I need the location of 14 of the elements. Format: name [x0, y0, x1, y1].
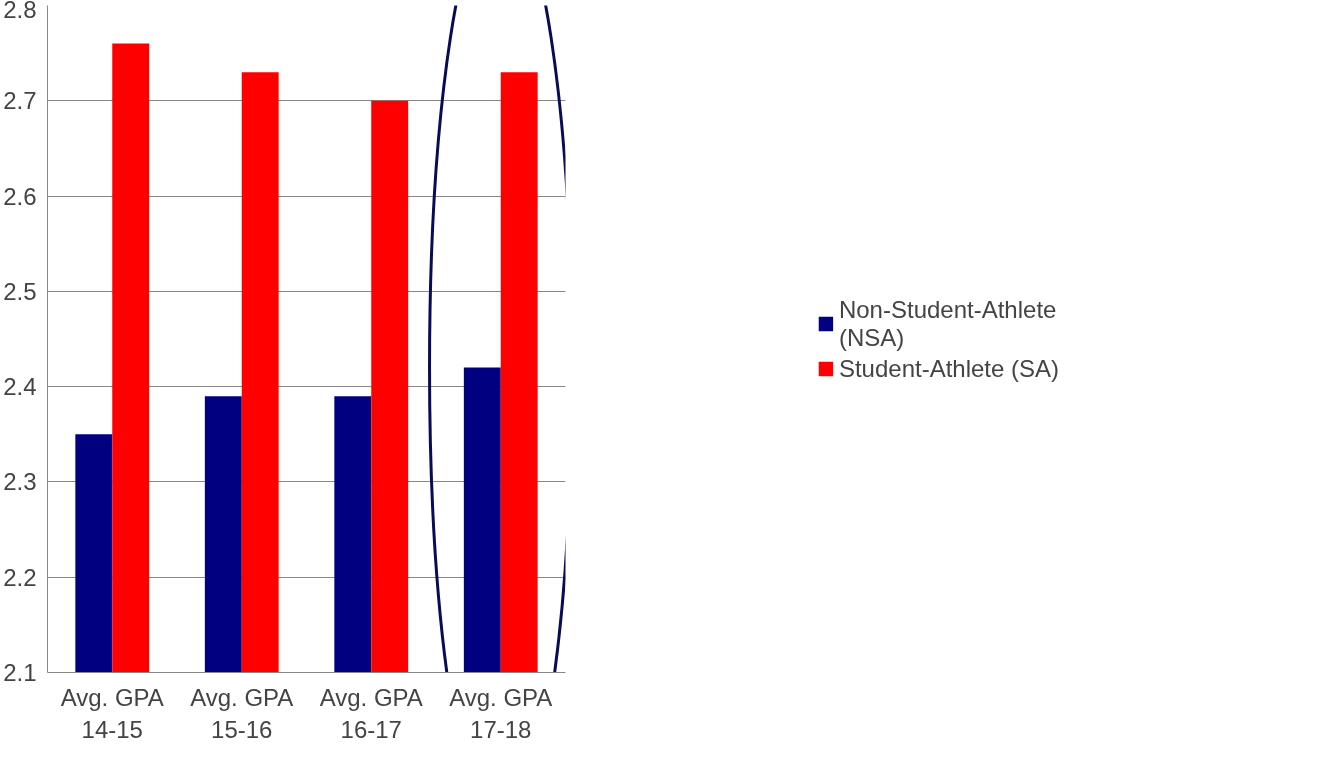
y-tick-label: 2.6	[3, 182, 37, 210]
x-tick-label: Avg. GPA 17-18	[449, 683, 553, 743]
x-tick-label: Avg. GPA 16-17	[319, 683, 423, 743]
y-tick-label: 2.8	[3, 0, 37, 23]
legend-label: Non-Student-Athlete (NSA)	[838, 295, 1057, 351]
x-tick-label: Avg. GPA 14-15	[60, 683, 164, 743]
y-tick-label: 2.3	[3, 468, 37, 496]
y-tick-label: 2.7	[3, 87, 37, 115]
y-tick-label: 2.2	[3, 563, 37, 591]
x-tick-label: Avg. GPA 15-16	[190, 683, 294, 743]
y-tick-label: 2.4	[3, 373, 37, 401]
legend-label: Student-Athlete (SA)	[838, 354, 1060, 382]
y-tick-label: 2.1	[3, 659, 37, 686]
y-tick-label: 2.5	[3, 277, 37, 305]
